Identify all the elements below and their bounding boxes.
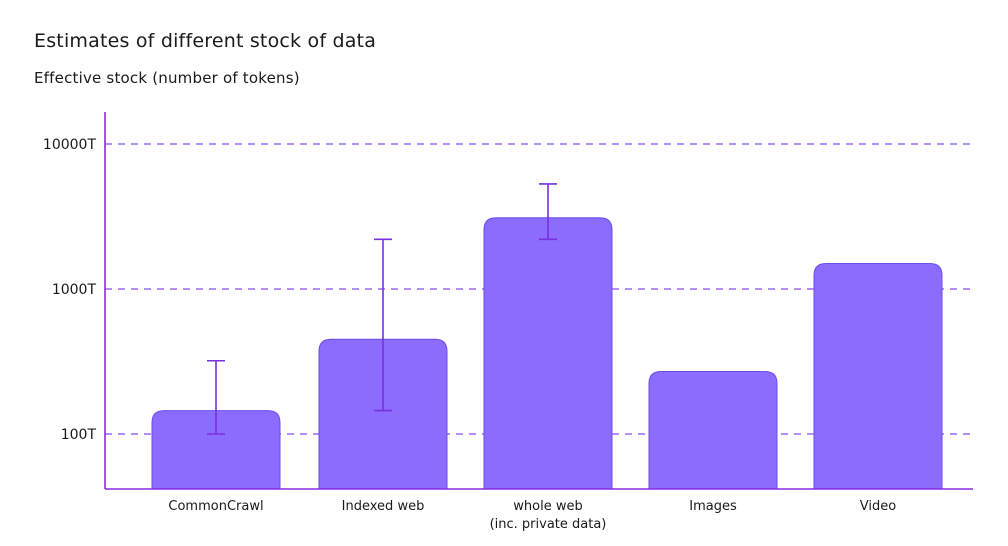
y-tick-label: 1000T: [52, 282, 97, 298]
x-tick-label: Indexed web: [342, 499, 425, 514]
bar: [813, 262, 943, 490]
x-tick-label: Video: [860, 499, 896, 514]
x-tick-label: Images: [689, 499, 737, 514]
bar: [151, 410, 281, 490]
bars: [151, 217, 943, 490]
y-tick-label: 100T: [61, 427, 97, 443]
x-tick-label: whole web: [513, 499, 582, 514]
axes: [104, 112, 973, 490]
bar: [483, 217, 613, 490]
labels: 100T 1000T 10000T CommonCrawl Indexed web who…: [43, 137, 896, 532]
bar: [318, 338, 448, 490]
chart-subtitle: Effective stock (number of tokens): [34, 69, 300, 87]
chart-title: Estimates of different stock of data: [34, 30, 377, 52]
y-tick-label: 10000T: [43, 137, 97, 153]
x-tick-label: (inc. private data): [490, 517, 607, 532]
error-bars: [207, 183, 557, 435]
bar: [648, 370, 778, 490]
x-tick-label: CommonCrawl: [168, 499, 263, 514]
